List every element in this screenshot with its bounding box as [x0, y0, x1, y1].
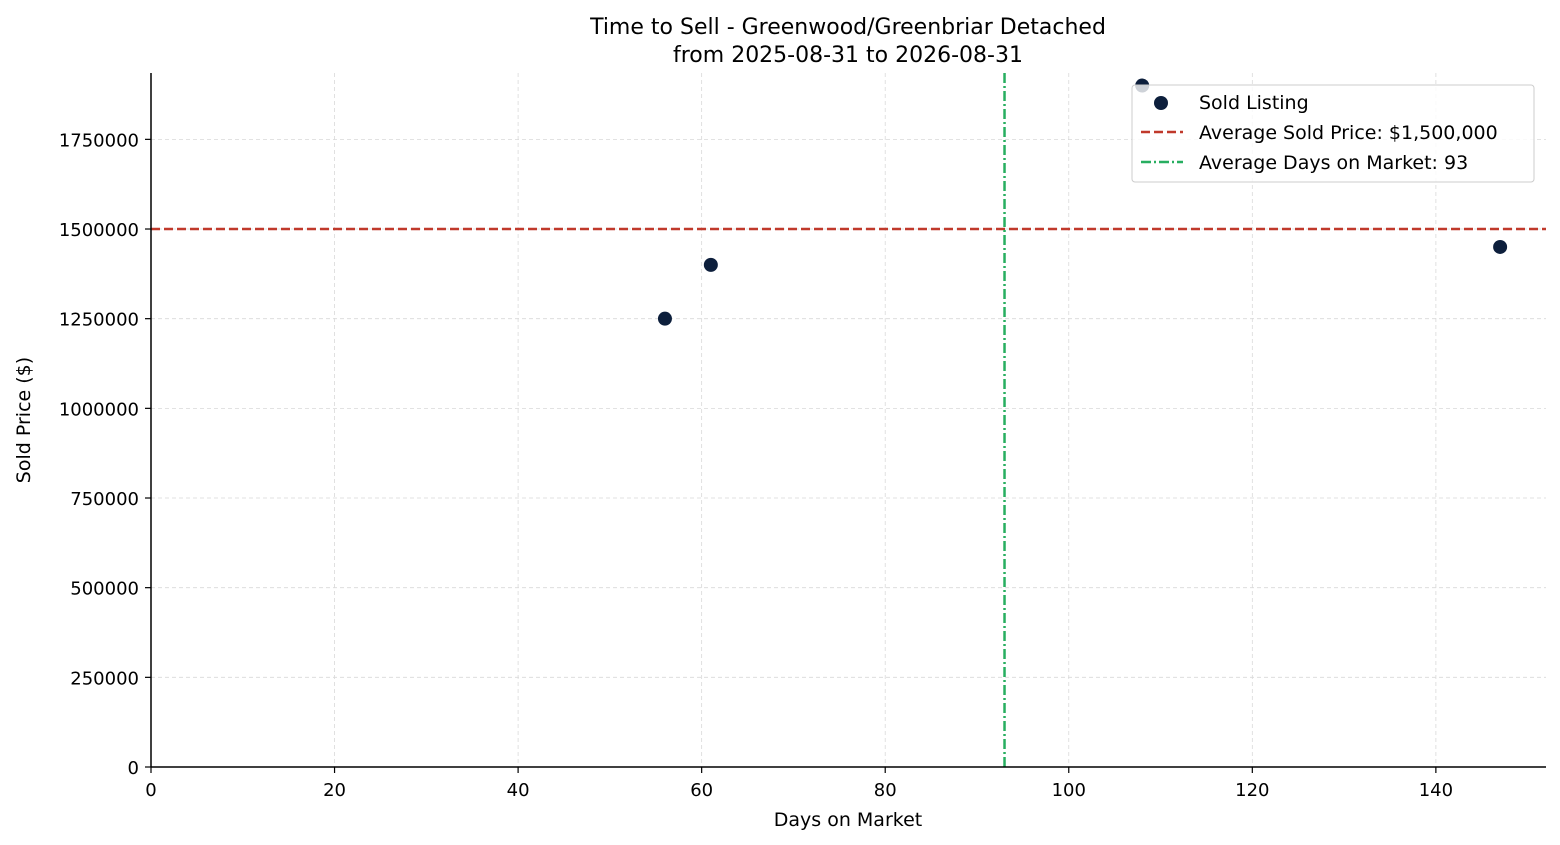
y-tick-label: 1000000	[59, 399, 139, 420]
x-tick-label: 100	[1052, 780, 1086, 801]
data-point	[1493, 239, 1508, 254]
data-point	[703, 257, 718, 272]
x-tick-label: 0	[145, 780, 156, 801]
y-tick-label: 250000	[70, 668, 139, 689]
x-tick-label: 80	[874, 780, 897, 801]
x-tick-label: 60	[690, 780, 713, 801]
data-point	[657, 311, 672, 326]
y-tick-label: 750000	[70, 489, 139, 510]
chart-subtitle: from 2025-08-31 to 2026-08-31	[673, 43, 1023, 68]
y-tick-label: 1500000	[59, 220, 139, 241]
data-points	[657, 78, 1508, 326]
x-tick-label: 120	[1235, 780, 1269, 801]
legend-marker-sold-listing	[1154, 96, 1168, 110]
legend-box	[1131, 84, 1535, 183]
legend-label-sold-listing: Sold Listing	[1199, 92, 1309, 114]
y-tick-label: 1250000	[59, 310, 139, 331]
x-tick-label: 140	[1419, 780, 1453, 801]
x-ticks: 0 20 40 60 80 100 120 140	[145, 767, 1453, 801]
y-tick-label: 1750000	[59, 130, 139, 151]
x-axis-label: Days on Market	[774, 809, 922, 831]
reference-lines	[151, 73, 1546, 767]
x-tick-label: 20	[323, 780, 346, 801]
y-tick-label: 500000	[70, 579, 139, 600]
y-ticks: 0 250000 500000 750000 1000000 1250000 1500000…	[59, 130, 151, 779]
y-axis-label: Sold Price ($)	[13, 357, 35, 483]
y-tick-label: 0	[128, 758, 139, 779]
axes	[150, 73, 1546, 768]
legend-label-avg-price: Average Sold Price: $1,500,000	[1199, 122, 1498, 144]
legend-label-avg-days: Average Days on Market: 93	[1199, 152, 1468, 174]
chart-title: Time to Sell - Greenwood/Greenbriar Deta…	[589, 15, 1106, 40]
x-tick-label: 40	[507, 780, 530, 801]
legend: Sold Listing Average Sold Price: $1,500,…	[1131, 84, 1535, 183]
